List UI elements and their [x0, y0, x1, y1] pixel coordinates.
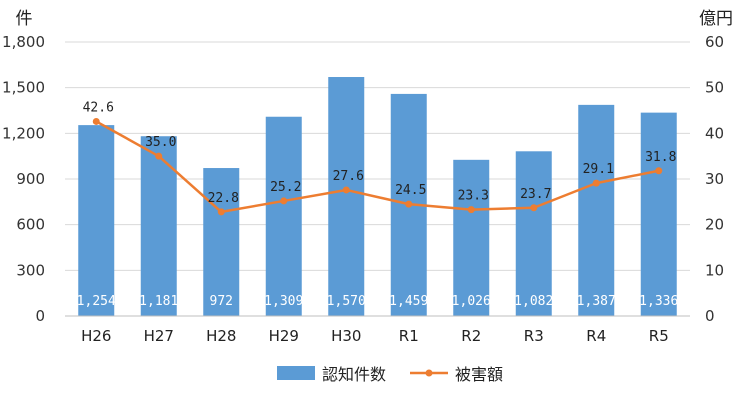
line-point	[280, 197, 288, 205]
left-axis-unit: 件	[16, 9, 33, 29]
legend: 認知件数 被害額	[277, 365, 503, 384]
right-tick-label: 50	[705, 79, 724, 97]
line-value-label: 23.3	[458, 189, 489, 204]
line-value-label: 23.7	[520, 187, 551, 202]
left-tick-label: 300	[16, 261, 45, 279]
line-value-label: 31.8	[645, 150, 676, 165]
bar-value-label: 1,387	[577, 294, 616, 309]
axes: 0 300 600 900 1,200 1,500 1,800 0 10 20 30 40 50 60 H2…	[2, 33, 724, 345]
line-value-label: 22.8	[208, 191, 239, 206]
right-tick-label: 40	[705, 124, 724, 142]
bar-value-label: 1,459	[389, 294, 428, 309]
right-tick-label: 10	[705, 261, 724, 279]
left-tick-label: 1,800	[2, 33, 45, 51]
line-value-label: 24.5	[395, 183, 426, 198]
left-tick-label: 600	[16, 216, 45, 234]
category-label: R5	[649, 327, 669, 345]
legend-bar-label: 認知件数	[322, 365, 386, 384]
category-label: H29	[269, 327, 299, 345]
right-tick-label: 60	[705, 33, 724, 51]
bar-value-label: 1,309	[264, 294, 303, 309]
line-series: 42.6 35.0 22.8 25.2 27.6 24.5 23.3 23.7 29.1 31.8	[83, 100, 676, 216]
bar-value-label: 972	[210, 294, 233, 309]
bar	[203, 168, 240, 316]
category-label: R1	[399, 327, 419, 345]
line-point	[155, 152, 163, 160]
bar-value-label: 1,026	[452, 294, 491, 309]
line-value-label: 29.1	[583, 162, 614, 177]
line-value-label: 25.2	[270, 180, 301, 195]
line-path	[95, 120, 659, 214]
bar	[640, 112, 677, 317]
bar	[515, 151, 552, 316]
left-tick-label: 0	[35, 307, 45, 325]
left-tick-label: 1,500	[2, 79, 45, 97]
bar-value-label: 1,181	[139, 294, 178, 309]
bar	[78, 125, 115, 316]
category-label: R3	[524, 327, 544, 345]
bar	[328, 77, 365, 316]
category-label: H27	[144, 327, 174, 345]
bar	[140, 136, 177, 316]
category-label: H26	[81, 327, 111, 345]
line-value-label: 35.0	[145, 135, 176, 150]
line-point	[530, 204, 538, 212]
line-point	[92, 117, 100, 125]
bar	[453, 159, 490, 316]
line-point	[342, 186, 350, 194]
legend-bar-swatch	[277, 366, 315, 380]
line-value-label: 42.6	[83, 100, 114, 115]
bar	[265, 116, 302, 316]
line-point	[217, 208, 225, 216]
category-label: H30	[331, 327, 361, 345]
left-tick-label: 900	[16, 170, 45, 188]
right-tick-label: 30	[705, 170, 724, 188]
bar-value-label: 1,082	[514, 294, 553, 309]
category-label: R2	[461, 327, 481, 345]
legend-line-marker	[425, 369, 433, 377]
category-label: H28	[206, 327, 236, 345]
line-point	[592, 179, 600, 187]
legend-line-label: 被害額	[455, 365, 503, 384]
bar-value-label: 1,570	[327, 294, 366, 309]
right-tick-label: 20	[705, 216, 724, 234]
right-axis-unit: 億円	[699, 9, 733, 29]
right-tick-label: 0	[705, 307, 715, 325]
line-point	[467, 206, 475, 214]
bar-value-label: 1,254	[77, 294, 116, 309]
line-value-label: 27.6	[333, 169, 364, 184]
category-label: R4	[586, 327, 606, 345]
line-point	[655, 167, 663, 175]
bars: 1,254 1,181 972 1,309 1,570 1,459 1,026 1,082 1,…	[77, 77, 678, 317]
bar-value-label: 1,336	[639, 294, 678, 309]
bar	[578, 104, 615, 317]
line-point	[405, 200, 413, 208]
left-tick-label: 1,200	[2, 124, 45, 142]
